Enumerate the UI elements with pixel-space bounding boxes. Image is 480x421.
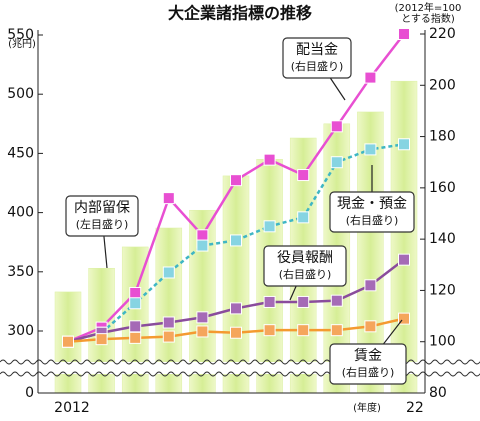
legend-note: (左目盛り) <box>76 217 129 231</box>
y-tick-label: 400 <box>7 205 34 221</box>
marker <box>297 295 310 308</box>
bar <box>222 175 250 394</box>
marker <box>398 138 410 151</box>
legend-note: (右目盛り) <box>291 59 344 73</box>
marker <box>162 192 175 205</box>
y2-unit: (2012年=100 <box>395 1 462 14</box>
marker <box>95 333 108 346</box>
x-tick-label: 22 <box>406 400 424 416</box>
y-unit: (兆円) <box>8 38 36 50</box>
marker <box>230 302 242 315</box>
marker <box>196 239 209 252</box>
label-box <box>329 191 415 233</box>
x-tick-label: 2012 <box>54 400 90 416</box>
marker <box>330 156 343 169</box>
marker <box>263 324 276 337</box>
y-tick-label: 500 <box>7 86 34 102</box>
legend-note: (右目盛り) <box>346 213 399 227</box>
marker <box>162 330 175 343</box>
marker <box>330 294 343 307</box>
marker <box>364 320 377 333</box>
marker <box>398 312 410 325</box>
marker <box>364 71 377 84</box>
marker <box>230 326 242 339</box>
marker <box>230 174 242 187</box>
marker <box>162 266 175 279</box>
series-line <box>67 143 405 343</box>
marker <box>297 324 310 337</box>
y2-tick-label: 120 <box>429 282 456 298</box>
y2-tick-label: 200 <box>429 77 456 93</box>
label-box <box>282 37 352 79</box>
legend-label: 賃金 <box>354 348 382 364</box>
x-unit: (年度) <box>353 401 381 414</box>
marker <box>129 320 142 333</box>
y2-tick-label: 180 <box>429 129 456 145</box>
legend-label: 配当金 <box>296 42 338 58</box>
label-box <box>65 195 139 237</box>
y2-tick-label: 220 <box>429 26 456 42</box>
y2-tick-label: 140 <box>429 231 456 247</box>
marker <box>263 153 276 166</box>
axis-break <box>0 359 480 365</box>
label-box <box>329 343 407 385</box>
axis-break <box>0 371 480 377</box>
marker <box>263 295 276 308</box>
marker <box>364 279 377 292</box>
bar <box>390 80 418 394</box>
marker <box>230 234 242 247</box>
label-box <box>263 245 347 287</box>
y-tick-label: 550 <box>7 27 34 43</box>
marker <box>263 220 276 233</box>
y-tick-label: 0 <box>25 385 34 401</box>
marker <box>196 229 209 242</box>
marker <box>162 316 175 329</box>
legend-note: (右目盛り) <box>279 267 332 281</box>
marker <box>62 335 74 348</box>
marker <box>330 324 343 337</box>
y2-tick-label: 80 <box>429 385 447 401</box>
y2-tick-label: 100 <box>429 334 456 350</box>
marker <box>196 311 209 324</box>
y2-tick-label: 160 <box>429 180 456 196</box>
y-tick-label: 450 <box>7 145 34 161</box>
legend-note: (右目盛り) <box>342 365 395 379</box>
legend-label: 内部留保 <box>74 200 130 216</box>
marker <box>196 325 209 338</box>
marker <box>297 211 310 224</box>
y-tick-label: 350 <box>7 264 34 280</box>
axis-break <box>0 362 480 374</box>
legend-label: 現金・預金 <box>337 196 407 212</box>
marker <box>129 331 142 344</box>
marker <box>398 253 410 266</box>
marker <box>398 28 410 40</box>
y-tick-label: 300 <box>7 323 34 339</box>
marker <box>129 286 142 299</box>
y2-unit: とする指数) <box>401 12 455 25</box>
chart-title: 大企業諸指標の推移 <box>168 4 312 23</box>
legend-label: 役員報酬 <box>277 250 333 266</box>
marker <box>297 169 310 182</box>
marker <box>364 143 377 156</box>
marker <box>330 120 343 133</box>
marker <box>129 297 142 310</box>
